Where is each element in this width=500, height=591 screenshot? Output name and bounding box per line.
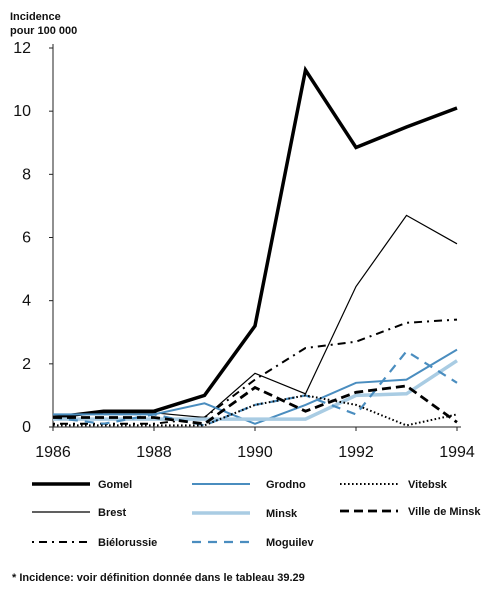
series-line-gomel [52,65,458,420]
y-tick-label: 0 [22,419,31,436]
x-tick-label: 1992 [338,444,374,461]
x-tick-label: 1988 [136,444,172,461]
legend-label-gomel: Gomel [98,479,132,491]
legend-label-minsk: Minsk [266,508,298,520]
series-line-grodno [53,348,458,425]
series-line-moguilev [52,349,458,427]
y-tick-label: 10 [13,103,31,120]
x-tick-label: 1994 [439,444,475,461]
legend: Gomel Brest Biélorussie Grodno Minsk Moguilev… [32,479,481,549]
series-lines [52,65,458,427]
y-axis-title: Incidence pour 100 000 [10,11,77,37]
legend-label-moguilev: Moguilev [266,537,315,549]
series-line-minsk [53,359,458,421]
footnote: * Incidence: voir définition donnée dans… [12,572,305,584]
y-tick-label: 12 [13,40,31,57]
series-line-vitebsk [53,394,458,427]
y-tick-label: 2 [22,356,31,373]
legend-label-bi-lorussie: Biélorussie [98,537,157,549]
x-tick-label: 1990 [237,444,273,461]
y-tick-label: 8 [22,166,31,183]
y-tick-label: 4 [22,293,31,310]
tick-labels: 0 2 4 6 8 10 12 1986 1988 1990 1992 1994 [13,40,475,461]
series-line-brest [52,214,458,419]
legend-label-vitebsk: Vitebsk [408,479,448,491]
legend-label-grodno: Grodno [266,479,306,491]
y-axis-title-line: pour 100 000 [10,25,77,37]
legend-label-ville-de-minsk: Ville de Minsk [408,506,481,518]
x-tick-label: 1986 [35,444,71,461]
series-line-bi-lorussie [53,318,458,425]
y-axis-title-text: Incidence pour 100 000 [10,11,77,37]
series-line-ville-de-minsk [53,384,458,426]
axes [52,44,461,428]
y-axis-title-line: Incidence [10,11,61,23]
legend-label-brest: Brest [98,507,126,519]
y-tick-label: 6 [22,230,31,247]
